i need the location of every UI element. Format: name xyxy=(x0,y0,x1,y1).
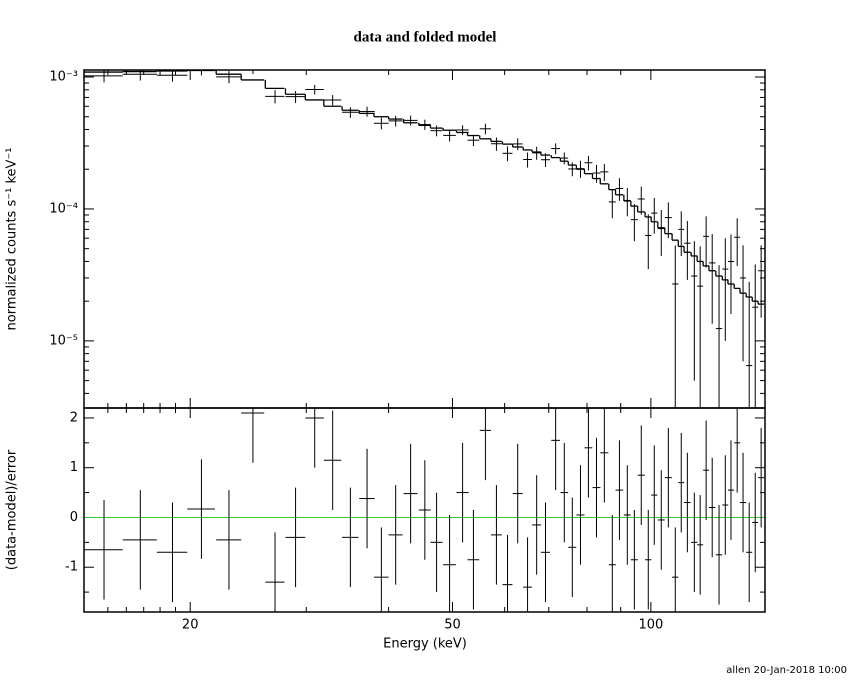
footer: allen 20-Jan-2018 10:00 xyxy=(726,665,847,676)
y-tick-label: -1 xyxy=(65,560,78,575)
y-tick-label: 10⁻⁵ xyxy=(49,333,78,348)
x-tick-label: 20 xyxy=(182,618,199,633)
x-axis-label: Energy (keV) xyxy=(383,637,467,652)
y-tick-label: 0 xyxy=(70,510,78,525)
panel-frame xyxy=(83,407,766,613)
y-axis-label: normalized counts s⁻¹ keV⁻¹ xyxy=(5,148,20,331)
y-tick-label: 1 xyxy=(70,460,78,475)
plot-area xyxy=(84,408,765,612)
chart-title: data and folded model xyxy=(354,29,497,45)
y-axis-label: (data-model)/error xyxy=(5,449,20,570)
y-tick-label: 2 xyxy=(70,410,78,425)
y-tick-label: 10⁻³ xyxy=(49,70,78,85)
x-tick-label: 100 xyxy=(638,618,663,633)
x-tick-label: 50 xyxy=(444,618,461,633)
y-tick-label: 10⁻⁴ xyxy=(49,201,78,216)
plot-area xyxy=(84,70,765,408)
